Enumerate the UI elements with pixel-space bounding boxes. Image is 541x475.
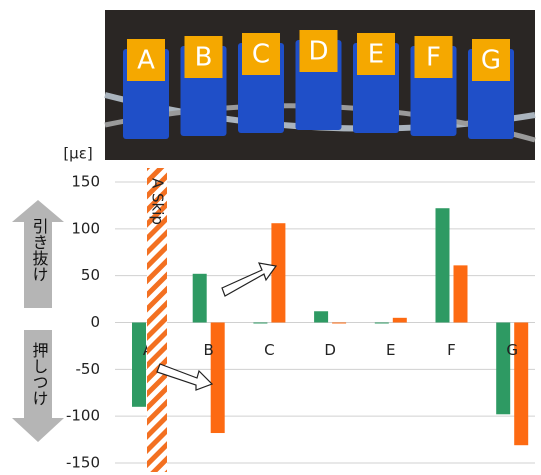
x-tick-label: E (386, 341, 395, 359)
x-tick-label: F (447, 341, 456, 359)
press-arrow: 押しつけ (12, 330, 64, 442)
bar (314, 311, 328, 322)
bar (375, 323, 389, 324)
y-tick-label: 0 (90, 313, 100, 331)
y-tick-label: -50 (76, 360, 101, 378)
chart: A B C D E F G [με] 引き抜け 押しつけ -150 -100 -50 0 50 100… (0, 0, 541, 475)
skip-band: A Skip (147, 168, 167, 472)
bar (436, 208, 450, 322)
photo-label: D (308, 37, 328, 67)
y-tick-label: 50 (81, 266, 100, 284)
y-tick-label: -100 (66, 407, 100, 425)
photo-label: A (137, 46, 155, 76)
bar (193, 274, 207, 323)
x-tick-label: D (324, 341, 336, 359)
bar (253, 323, 267, 324)
bar (454, 265, 468, 322)
bar (211, 323, 225, 434)
x-tick-label: G (506, 341, 518, 359)
pull-arrow: 引き抜け (12, 200, 64, 308)
bar (496, 323, 510, 415)
bar (393, 318, 407, 323)
bar (271, 223, 285, 322)
x-tick-label: B (204, 341, 214, 359)
y-tick-label: 150 (71, 173, 100, 191)
x-tick-label: C (264, 341, 274, 359)
annotation: A Skip (149, 178, 167, 225)
annotation: 引き抜け (30, 218, 49, 282)
photo-label: G (481, 46, 501, 76)
photo-label: B (195, 43, 213, 73)
photo-label: F (426, 43, 441, 73)
bar (332, 323, 346, 324)
bar (132, 323, 146, 407)
annotation-arrow (222, 263, 276, 296)
y-tick-label: -150 (66, 454, 100, 472)
y-axis-label: [με] (63, 145, 92, 163)
y-tick-label: 100 (71, 219, 100, 237)
photo-label: E (368, 40, 384, 70)
photo-label: C (252, 40, 270, 70)
annotation: 押しつけ (30, 342, 49, 406)
